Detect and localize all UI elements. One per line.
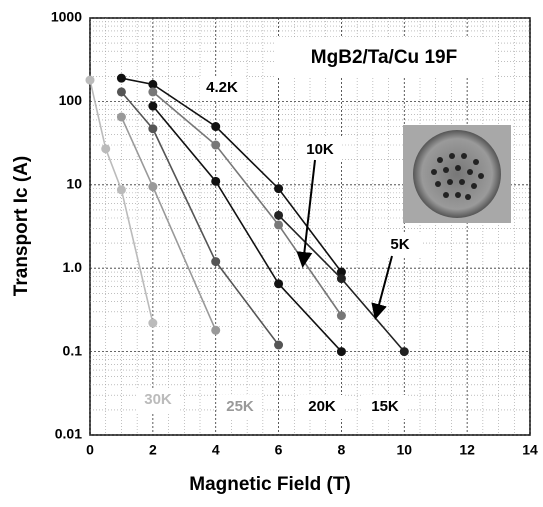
y-tick-label: 0.1 — [63, 342, 83, 358]
series-label: 30K — [144, 391, 172, 408]
chart-title: MgB2/Ta/Cu 19F — [311, 47, 457, 68]
data-point — [274, 184, 284, 194]
data-point — [85, 75, 95, 85]
label-box — [298, 138, 342, 162]
x-tick-label: 10 — [396, 442, 412, 458]
data-point — [274, 340, 284, 350]
data-point — [148, 124, 158, 134]
x-tick-label: 14 — [522, 442, 538, 458]
x-tick-label: 6 — [275, 442, 283, 458]
data-point — [336, 267, 346, 277]
label-box — [200, 76, 244, 100]
x-axis-label: Magnetic Field (T) — [189, 474, 351, 495]
data-point — [148, 87, 158, 97]
series-label: 20K — [308, 398, 336, 415]
y-tick-label: 1.0 — [63, 259, 83, 275]
data-point — [399, 347, 409, 357]
data-point — [116, 185, 126, 195]
data-point — [148, 101, 158, 111]
label-box — [136, 388, 180, 412]
data-point — [211, 257, 221, 267]
label-box — [218, 395, 262, 419]
data-point — [336, 274, 346, 284]
y-tick-label: 10 — [66, 176, 82, 192]
data-point — [116, 73, 126, 83]
series-line — [89, 79, 154, 324]
x-tick-label: 2 — [149, 442, 157, 458]
data-point — [211, 140, 221, 150]
series-line — [152, 91, 343, 317]
series-label: 25K — [226, 398, 254, 415]
label-box — [300, 395, 344, 419]
data-point — [274, 279, 284, 289]
data-point — [211, 176, 221, 186]
series-label: 5K — [390, 236, 409, 253]
arrow — [296, 159, 316, 268]
x-tick-label: 8 — [338, 442, 346, 458]
data-point — [211, 325, 221, 335]
x-tick-label: 0 — [86, 442, 94, 458]
data-point — [336, 311, 346, 321]
series-label: 15K — [371, 398, 399, 415]
data-point — [148, 182, 158, 192]
data-point — [116, 87, 126, 97]
data-point — [148, 318, 158, 328]
series-label: 4.2K — [206, 79, 238, 96]
data-point — [274, 210, 284, 220]
data-point — [116, 112, 126, 122]
x-tick-label: 4 — [212, 442, 220, 458]
title-box — [274, 38, 494, 78]
y-tick-label: 100 — [59, 92, 83, 108]
series-line — [120, 91, 280, 346]
y-axis-label: Transport Ic (A) — [11, 156, 32, 296]
data-point — [336, 347, 346, 357]
y-tick-label: 0.01 — [55, 426, 82, 442]
data-point — [211, 122, 221, 132]
label-box — [363, 395, 407, 419]
x-tick-label: 12 — [459, 442, 475, 458]
data-point — [274, 220, 284, 230]
y-tick-label: 1000 — [51, 9, 82, 25]
inset-image — [403, 125, 511, 223]
data-point — [101, 144, 111, 154]
data-point — [148, 79, 158, 89]
series-line — [152, 105, 343, 353]
arrow — [371, 255, 393, 320]
label-box — [378, 233, 422, 257]
series-label: 10K — [306, 141, 334, 158]
